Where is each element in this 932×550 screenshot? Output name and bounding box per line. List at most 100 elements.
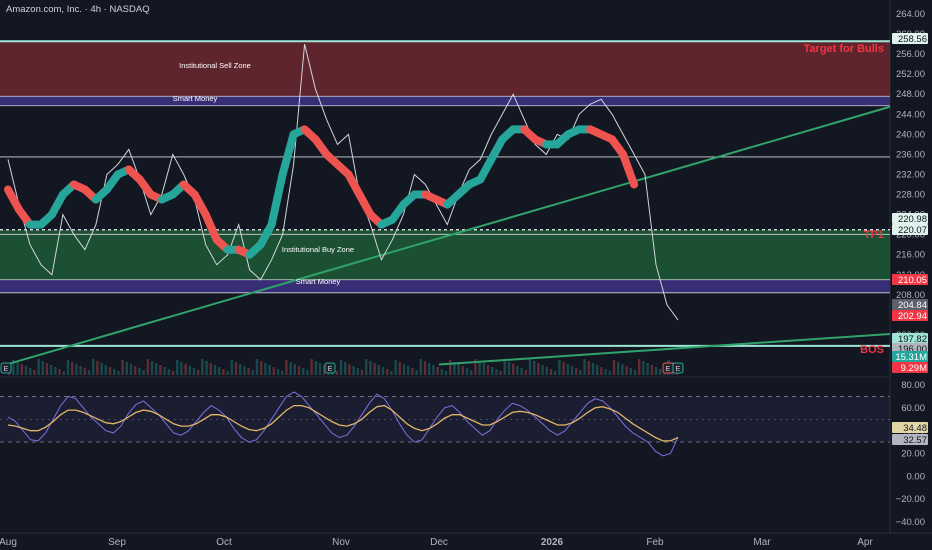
- price-tag-label: 204.84: [898, 300, 927, 311]
- volume-bar: [247, 368, 250, 375]
- volume-bar: [596, 365, 599, 375]
- volume-bar: [524, 370, 527, 375]
- volume-bar: [289, 362, 292, 375]
- volume-bar: [465, 368, 469, 375]
- event-marker-label: E: [666, 366, 671, 373]
- volume-bar: [192, 368, 196, 375]
- volume-bar: [554, 371, 557, 375]
- volume-bar: [188, 366, 191, 375]
- volume-bar: [402, 364, 406, 375]
- price-tag-label: 202.94: [898, 311, 927, 322]
- volume-bar: [163, 367, 166, 375]
- volume-bar: [234, 362, 238, 375]
- trend-ribbon-segment: [619, 150, 639, 189]
- volume-bar: [239, 364, 242, 375]
- volume-bar: [125, 362, 128, 375]
- volume-bar: [570, 366, 574, 375]
- volume-bar: [587, 361, 590, 375]
- volume-bar: [281, 371, 284, 375]
- volume-bar: [339, 360, 343, 375]
- price-tag-label: 210.05: [898, 275, 927, 286]
- volume-bar: [58, 369, 61, 375]
- price-tag-label: 32.57: [903, 435, 927, 446]
- volume-bar: [264, 363, 267, 375]
- trend-ribbon-segment: [267, 170, 287, 229]
- volume-bar: [310, 359, 313, 375]
- trend-ribbon-segment: [201, 210, 221, 244]
- volume-bar: [302, 368, 305, 375]
- time-tick-label: Feb: [646, 537, 664, 548]
- volume-bar: [344, 362, 347, 375]
- volume-bar: [646, 363, 649, 375]
- trend-line: [7, 105, 891, 365]
- price-tag-label: 34.48: [903, 423, 927, 434]
- volume-bar: [142, 370, 145, 375]
- volume-bar: [29, 368, 32, 375]
- volume-bar: [37, 359, 40, 375]
- price-tag: [892, 310, 928, 321]
- volume-bar: [415, 370, 418, 375]
- volume-bar: [407, 366, 410, 375]
- volume-bar: [516, 366, 519, 375]
- volume-bar: [638, 359, 641, 375]
- volume-bar: [360, 370, 364, 375]
- price-tick-label: 228.00: [896, 190, 925, 201]
- price-tick-label: 264.00: [896, 9, 925, 20]
- volume-bar: [318, 363, 322, 375]
- volume-bar: [335, 371, 338, 375]
- time-tick-label: Dec: [430, 537, 448, 548]
- volume-bar: [297, 366, 301, 375]
- volume-bar: [45, 363, 49, 375]
- volume-bar: [113, 369, 116, 375]
- volume-bar: [398, 362, 401, 375]
- rsi-tick-label: 0.00: [907, 471, 926, 482]
- price-tag: [892, 422, 928, 433]
- event-marker-label: E: [4, 366, 9, 373]
- volume-bar: [134, 366, 137, 375]
- volume-bar: [377, 365, 380, 375]
- volume-bar: [457, 364, 460, 375]
- event-marker: [324, 362, 336, 374]
- price-tick-label: 220.00: [896, 230, 925, 241]
- volume-bar: [507, 362, 511, 375]
- rsi-tick-label: −40.00: [896, 517, 925, 528]
- time-axis[interactable]: Aug Sep Oct Nov Dec 2026 Feb Mar Apr: [0, 537, 873, 548]
- volume-bar: [482, 363, 485, 375]
- volume-bar: [54, 367, 57, 375]
- volume-bar: [575, 368, 578, 375]
- trend-ribbon-segment: [278, 130, 298, 179]
- volume-bar: [213, 365, 217, 375]
- price-tag-label: 258.56: [898, 34, 927, 45]
- chart-title: Amazon.com, Inc. · 4h · NASDAQ: [6, 4, 150, 15]
- target-label: Target for Bulls: [804, 43, 884, 55]
- volume-bar: [621, 364, 624, 375]
- volume-bar: [104, 365, 107, 375]
- volume-bar: [562, 362, 565, 375]
- volume-bar: [226, 371, 229, 375]
- volume-bar: [66, 360, 70, 375]
- event-marker-label: E: [328, 366, 333, 373]
- volume-bar: [75, 364, 78, 375]
- volume-bar: [33, 370, 36, 375]
- rsi-tick-label: 60.00: [901, 403, 925, 414]
- volume-bar: [323, 365, 326, 375]
- price-tick-label: 232.00: [896, 169, 925, 180]
- volume-bar: [159, 365, 162, 375]
- volume-bar: [197, 370, 200, 375]
- volume-bar: [440, 369, 443, 375]
- smart-money-lower-zone: [0, 279, 890, 293]
- time-tick-label: Sep: [108, 537, 126, 548]
- volume-bar: [654, 367, 658, 375]
- volume-bar: [449, 360, 452, 375]
- volume-bar: [16, 362, 19, 375]
- volume-bar: [428, 363, 431, 375]
- volume-bar: [356, 368, 359, 375]
- volume-bar: [604, 369, 607, 375]
- volume-bar: [642, 361, 645, 375]
- volume-bar: [87, 370, 91, 375]
- zones: [0, 40, 890, 347]
- volume-bar: [180, 362, 183, 375]
- volume-bar: [533, 361, 536, 375]
